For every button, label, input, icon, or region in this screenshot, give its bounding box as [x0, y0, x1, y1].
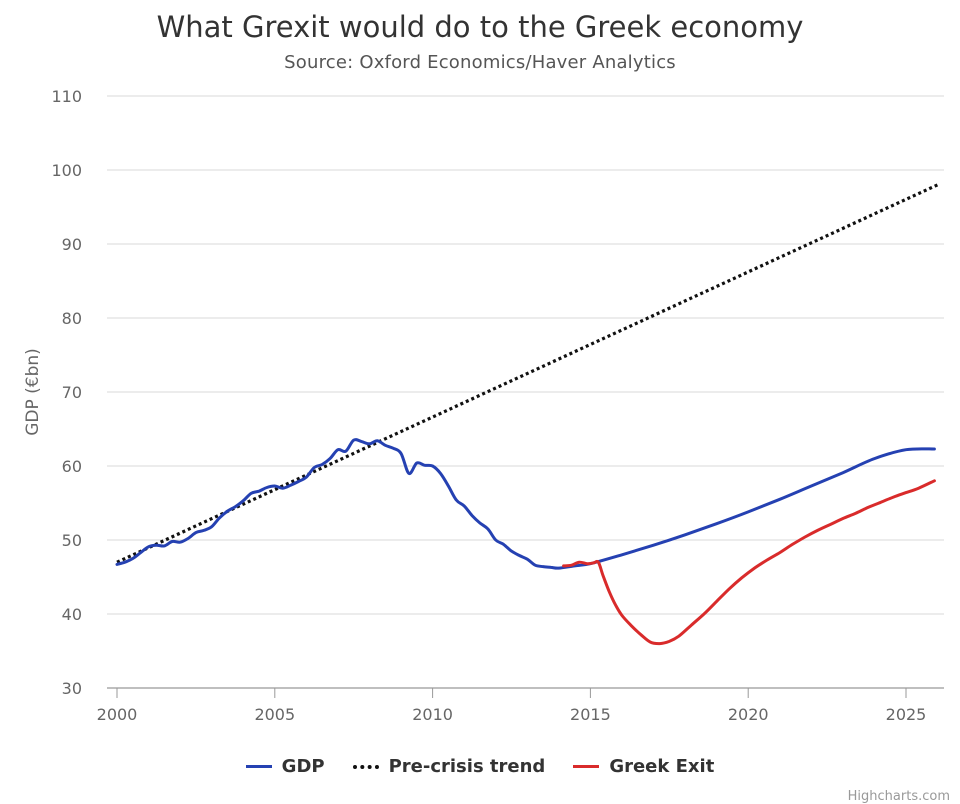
- legend-swatch-exit: [573, 765, 600, 768]
- chart-subtitle: Source: Oxford Economics/Haver Analytics: [284, 52, 676, 73]
- y-tick-label: 60: [62, 457, 82, 476]
- x-tick-label: 2015: [570, 705, 611, 724]
- legend-item-gdp[interactable]: GDP: [245, 756, 325, 777]
- legend-label-trend: Pre-crisis trend: [388, 756, 546, 777]
- y-axis-ticks: 30 40 50 60 70 80 90 100 110: [51, 87, 82, 698]
- y-tick-label: 70: [62, 383, 82, 402]
- y-tick-label: 40: [62, 605, 82, 624]
- y-tick-label: 80: [62, 309, 82, 328]
- y-tick-label: 100: [51, 161, 82, 180]
- series-line-gdp[interactable]: [115, 438, 936, 570]
- y-tick-label: 30: [62, 679, 82, 698]
- chart-credit[interactable]: Highcharts.com: [847, 789, 950, 804]
- y-tick-label: 90: [62, 235, 82, 254]
- legend-item-trend[interactable]: Pre-crisis trend: [352, 756, 546, 777]
- x-axis-ticks: 2000 2005 2010 2015 2020 2025: [97, 688, 927, 724]
- x-tick-label: 2005: [254, 705, 295, 724]
- legend-item-exit[interactable]: Greek Exit: [573, 756, 714, 777]
- x-tick-label: 2020: [728, 705, 769, 724]
- x-tick-label: 2000: [97, 705, 138, 724]
- legend-swatch-gdp: [245, 765, 272, 768]
- legend-label-exit: Greek Exit: [609, 756, 715, 777]
- legend-swatch-trend: [352, 764, 379, 769]
- y-axis-title: GDP (€bn): [23, 348, 43, 436]
- legend-label-gdp: GDP: [281, 756, 325, 777]
- y-tick-label: 50: [62, 531, 82, 550]
- series-line-exit[interactable]: [562, 479, 936, 646]
- grid-layer: [107, 95, 944, 689]
- series-layer: [115, 183, 939, 646]
- legend: GDP Pre-crisis trend Greek Exit: [0, 756, 960, 777]
- y-tick-label: 110: [51, 87, 82, 106]
- chart-title: What Grexit would do to the Greek econom…: [156, 10, 804, 44]
- x-tick-label: 2010: [412, 705, 453, 724]
- series-line-trend[interactable]: [116, 183, 939, 564]
- x-tick-label: 2025: [886, 705, 927, 724]
